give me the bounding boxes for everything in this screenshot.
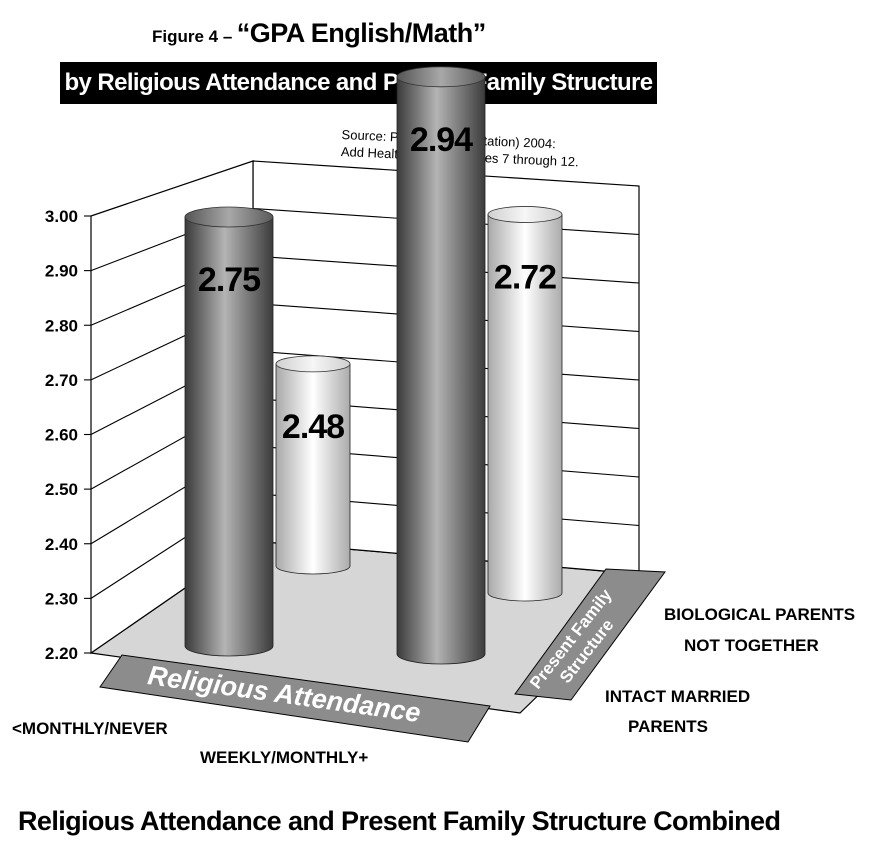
bar-series-1-cat-1 xyxy=(487,206,563,602)
value-label: 2.75 xyxy=(198,261,260,299)
y-tick-label: 2.40 xyxy=(45,535,78,554)
bottom-caption: Religious Attendance and Present Family … xyxy=(18,806,781,836)
bar-body xyxy=(487,214,563,602)
series-label-0-line-1: INTACT MARRIED xyxy=(605,687,750,706)
bar-top xyxy=(184,206,274,228)
category-label-0: <MONTHLY/NEVER xyxy=(12,719,168,738)
y-tick-label: 2.50 xyxy=(45,480,78,499)
chart-canvas: 2.20 2.30 2.40 2.50 2.60 2.70 2.80 2.90 3.00 2.4… xyxy=(12,66,855,767)
y-tick-label: 2.70 xyxy=(45,371,78,390)
y-tick-label: 3.00 xyxy=(45,207,78,226)
bars xyxy=(184,66,563,665)
y-tick-label: 2.90 xyxy=(45,262,78,281)
y-axis-tick-labels: 2.20 2.30 2.40 2.50 2.60 2.70 2.80 2.90 3.00 xyxy=(45,207,91,663)
series-label-1-line-2: NOT TOGETHER xyxy=(684,636,819,655)
y-tick-label: 2.60 xyxy=(45,426,78,445)
value-label: 2.72 xyxy=(494,258,556,296)
title-main: “GPA English/Math” xyxy=(236,18,487,48)
z-axis-band xyxy=(514,568,666,701)
series-label-0-line-2: PARENTS xyxy=(628,717,708,736)
y-tick-label: 2.80 xyxy=(45,316,78,335)
y-tick-label: 2.20 xyxy=(45,644,78,663)
y-tick-label: 2.30 xyxy=(45,589,78,608)
figure-number: Figure 4 – xyxy=(152,27,233,46)
bar-top xyxy=(275,355,351,373)
bar-series-1-cat-0 xyxy=(275,355,351,575)
category-label-1: WEEKLY/MONTHLY+ xyxy=(200,748,368,767)
value-labels: 2.48 2.72 2.75 2.94 xyxy=(198,121,557,446)
bar-series-0-cat-0 xyxy=(184,206,274,657)
x-axis-band xyxy=(99,654,491,743)
bar-body xyxy=(184,216,274,657)
chart-title: Figure 4 – “GPA English/Math” xyxy=(152,18,486,49)
bar-series-0-cat-1 xyxy=(396,66,486,665)
bar-body xyxy=(396,76,486,665)
chart-subtitle: by Religious Attendance and Present Fami… xyxy=(60,62,657,104)
bar-body xyxy=(275,363,351,575)
value-label: 2.48 xyxy=(282,408,344,446)
bar-top xyxy=(487,206,563,223)
series-label-1-line-1: BIOLOGICAL PARENTS xyxy=(664,605,855,624)
bar-top xyxy=(396,66,486,88)
value-label: 2.94 xyxy=(410,121,473,159)
